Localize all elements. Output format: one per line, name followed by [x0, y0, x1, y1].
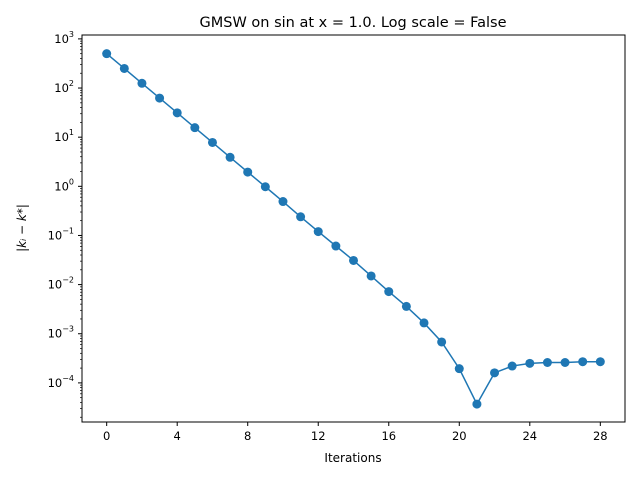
data-point: [225, 152, 235, 162]
y-axis-label: |kᵢ − k*|: [15, 204, 29, 252]
y-tick-label: 10−3: [48, 325, 74, 341]
data-point: [260, 182, 270, 192]
x-tick-label: 16: [381, 429, 396, 443]
y-tick-label: 103: [54, 30, 74, 46]
y-tick-label: 101: [54, 128, 74, 144]
data-point: [472, 399, 482, 409]
y-tick-label: 10−2: [48, 276, 74, 292]
data-point: [507, 361, 517, 371]
x-tick-label: 24: [522, 429, 537, 443]
data-point: [525, 358, 535, 368]
x-axis-label: Iterations: [324, 451, 381, 465]
data-point: [296, 212, 306, 222]
data-point: [331, 241, 341, 251]
x-tick-label: 0: [103, 429, 110, 443]
data-point: [490, 368, 500, 378]
data-point: [243, 167, 253, 177]
data-point: [155, 93, 165, 103]
x-tick-label: 28: [593, 429, 608, 443]
y-tick-label: 10−4: [48, 374, 74, 390]
series-line: [106, 53, 601, 406]
y-tick-label: 102: [54, 79, 74, 95]
data-point: [119, 63, 129, 73]
x-tick-label: 20: [452, 429, 467, 443]
data-point: [190, 123, 200, 133]
data-point: [102, 49, 112, 59]
data-point: [207, 137, 217, 147]
data-point: [172, 108, 182, 118]
data-point: [419, 318, 429, 328]
y-tick-label: 10−1: [48, 226, 74, 242]
data-point: [401, 301, 411, 311]
data-point: [595, 357, 605, 367]
data-point: [560, 357, 570, 367]
data-point: [542, 357, 552, 367]
x-tick-label: 8: [244, 429, 251, 443]
data-point: [437, 337, 447, 347]
data-point: [313, 227, 323, 237]
data-point: [578, 357, 588, 367]
x-tick-label: 4: [174, 429, 181, 443]
data-point: [454, 364, 464, 374]
data-point: [278, 197, 288, 207]
data-point: [366, 271, 376, 281]
chart-title: GMSW on sin at x = 1.0. Log scale = Fals…: [200, 15, 507, 31]
data-point: [384, 287, 394, 297]
data-point: [349, 255, 358, 265]
axes-frame: [81, 34, 626, 423]
data-point: [137, 78, 147, 88]
y-tick-label: 100: [54, 177, 74, 193]
x-tick-label: 12: [311, 429, 326, 443]
